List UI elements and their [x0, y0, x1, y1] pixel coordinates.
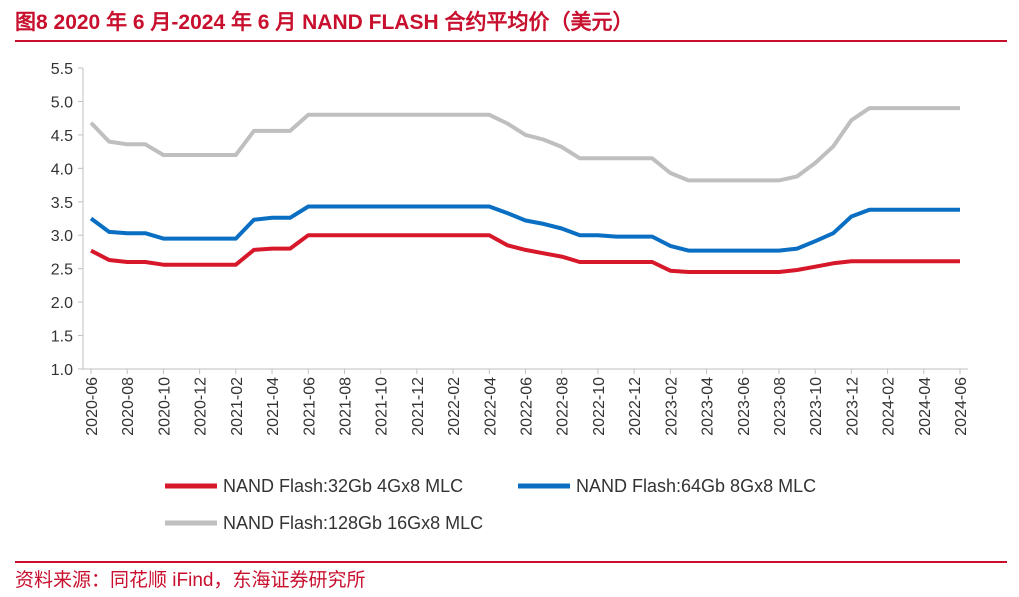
bottom-divider — [15, 561, 1007, 563]
x-tick-label: 2023-10 — [808, 377, 825, 436]
legend: NAND Flash:32Gb 4Gx8 MLC NAND Flash:64Gb … — [165, 476, 816, 533]
x-tick-label: 2022-08 — [555, 377, 572, 436]
x-tick-label: 2021-04 — [265, 377, 282, 436]
x-axis: 2020-06 2020-08 2020-10 2020-12 2021-02 2021-… — [83, 368, 970, 436]
y-tick-label: 5.5 — [51, 61, 73, 78]
y-tick-label: 5.0 — [51, 94, 73, 111]
y-tick-label: 3.5 — [51, 195, 73, 212]
x-tick-label: 2022-06 — [519, 377, 536, 436]
y-tick-label: 4.0 — [51, 161, 73, 178]
x-tick-label: 2023-12 — [844, 377, 861, 436]
y-tick-label: 3.0 — [51, 228, 73, 245]
x-tick-label: 2022-02 — [446, 377, 463, 436]
x-tick-label: 2024-04 — [917, 377, 934, 436]
series-lines — [89, 106, 960, 274]
legend-label: NAND Flash:64Gb 8Gx8 MLC — [576, 476, 816, 496]
chart-title: 图8 2020 年 6 月-2024 年 6 月 NAND FLASH 合约平均… — [15, 11, 634, 34]
x-tick-label: 2023-08 — [772, 377, 789, 436]
x-tick-label: 2022-12 — [627, 377, 644, 436]
legend-label: NAND Flash:32Gb 4Gx8 MLC — [223, 476, 463, 496]
x-tick-label: 2024-06 — [953, 377, 970, 436]
top-divider — [15, 40, 1007, 42]
x-tick-label: 2020-10 — [156, 377, 173, 436]
x-tick-label: 2022-04 — [482, 377, 499, 436]
y-tick-label: 4.5 — [51, 128, 73, 145]
x-tick-label: 2021-10 — [374, 377, 391, 436]
x-tick-label: 2021-06 — [301, 377, 318, 436]
y-tick-label: 2.5 — [51, 262, 73, 279]
x-tick-label: 2020-06 — [84, 377, 101, 436]
x-tick-label: 2021-12 — [410, 377, 427, 436]
y-tick-label: 1.5 — [51, 329, 73, 346]
y-tick-label: 1.0 — [51, 362, 73, 379]
x-tick-label: 2023-04 — [700, 377, 717, 436]
series-line-1 — [90, 233, 960, 274]
x-tick-label: 2024-02 — [881, 377, 898, 436]
series-line-3 — [89, 106, 960, 183]
x-tick-label: 2020-08 — [120, 377, 137, 436]
x-tick-label: 2021-08 — [337, 377, 354, 436]
series-line-2 — [89, 204, 960, 253]
x-tick-label: 2023-06 — [736, 377, 753, 436]
x-tick-label: 2023-02 — [663, 377, 680, 436]
x-tick-label: 2021-02 — [229, 377, 246, 436]
source-note: 资料来源：同花顺 iFind，东海证券研究所 — [15, 570, 366, 591]
line-chart: 5.55.04.54.03.53.02.52.01.51.0 2020-06 20… — [51, 61, 970, 533]
legend-label: NAND Flash:128Gb 16Gx8 MLC — [223, 513, 483, 533]
y-axis: 5.5 5.0 4.5 4.0 3.5 3.0 2.5 2.0 1.5 1.0 — [51, 61, 84, 379]
y-tick-label: 2.0 — [51, 295, 73, 312]
x-tick-label: 2020-12 — [193, 377, 210, 436]
x-tick-label: 2022-10 — [591, 377, 608, 436]
